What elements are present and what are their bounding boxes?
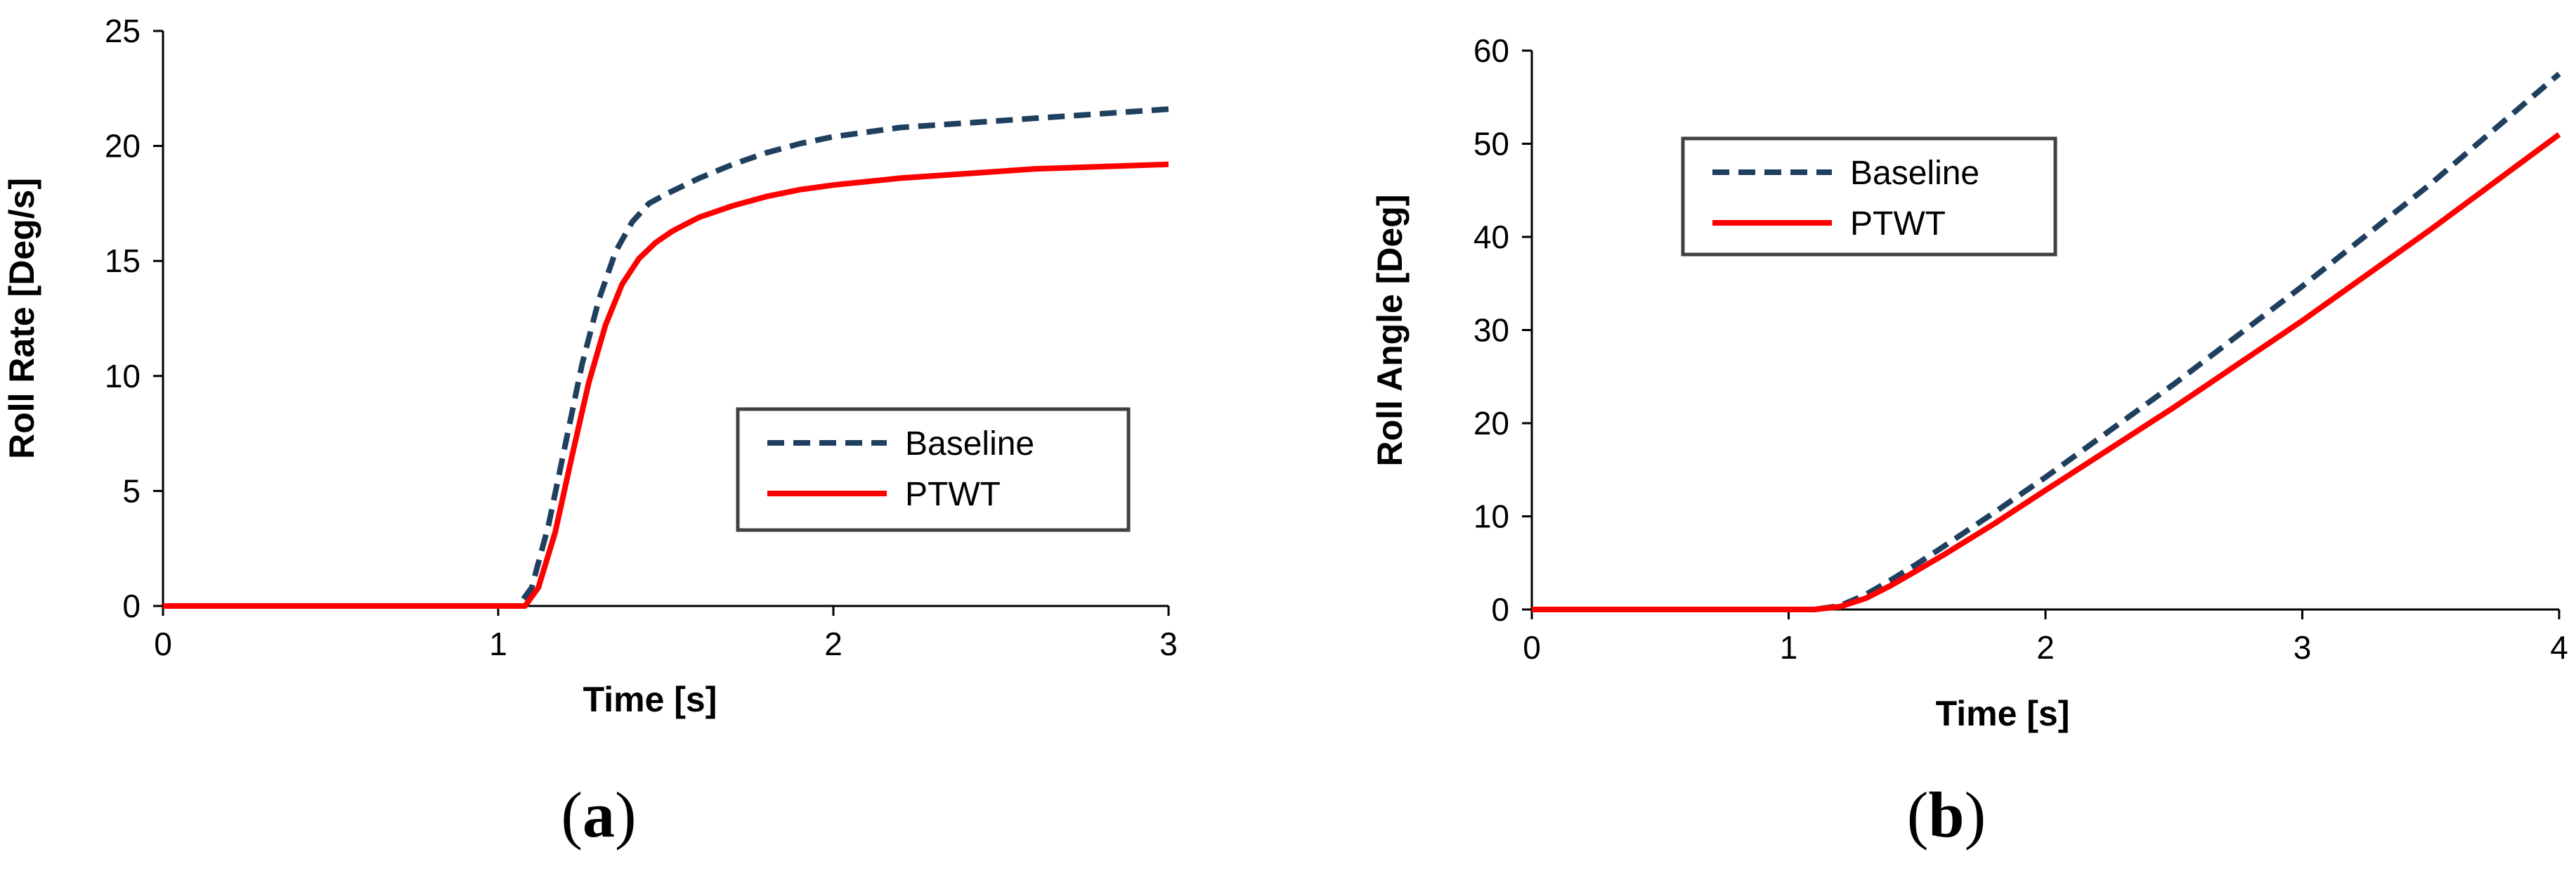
chart-b-series-line-baseline — [1532, 72, 2561, 612]
chart-a-legend-label-ptwt: PTWT — [905, 476, 1001, 513]
chart-b-y-tick-label: 60 — [1474, 32, 1509, 69]
chart-b-legend-label-ptwt: PTWT — [1850, 205, 1946, 243]
chart-b-x-tick-label: 1 — [1780, 629, 1798, 666]
chart-b-legend-box — [1681, 136, 2057, 257]
chart-b-series-line-ptwt — [1532, 132, 2561, 612]
chart-a-x-tick-label: 2 — [824, 626, 843, 662]
chart-a-y-tick-label: 20 — [105, 128, 141, 164]
chart-b-y-tick-label: 20 — [1474, 405, 1509, 441]
chart-a-y-axis-title: Roll Rate [Deg/s] — [2, 178, 41, 459]
chart-a-x-tick-label: 3 — [1159, 626, 1178, 662]
chart-a-x-tick-label: 0 — [154, 626, 172, 662]
chart-b-x-tick-label: 3 — [2294, 629, 2312, 666]
chart-a-x-axis-title: Time [s] — [583, 680, 717, 719]
chart-b-y-tick-label: 50 — [1474, 126, 1509, 162]
chart-a-series-line-ptwt — [163, 161, 1169, 609]
chart-a-legend: Baseline PTWT — [736, 407, 1131, 532]
chart-b-panel-label: (b) — [1907, 779, 1986, 851]
chart-a-roll-rate: 0 5 10 15 20 25 0 1 2 3 Time [s] Roll Rate [Deg/s] B… — [2, 13, 1178, 851]
chart-a-y-tick-label: 15 — [105, 243, 141, 279]
chart-b-x-tick-label: 4 — [2550, 629, 2568, 666]
chart-a-series-line-baseline — [163, 106, 1169, 609]
chart-a-panel-label: (a) — [561, 779, 636, 851]
chart-b-y-axis-title: Roll Angle [Deg] — [1370, 194, 1410, 466]
chart-a-y-tick-label: 10 — [105, 358, 141, 394]
chart-a-x-tick-label: 1 — [489, 626, 507, 662]
chart-a-y-tick-label: 25 — [105, 13, 141, 49]
chart-a-legend-label-baseline: Baseline — [905, 425, 1034, 463]
chart-a-y-tick-label: 5 — [122, 472, 141, 509]
chart-b-legend: Baseline PTWT — [1681, 136, 2057, 257]
chart-b-x-tick-label: 2 — [2036, 629, 2055, 666]
chart-b-y-tick-label: 0 — [1491, 591, 1509, 628]
chart-b-y-tick-label: 30 — [1474, 312, 1509, 349]
chart-a-y-tick-label: 0 — [122, 588, 141, 624]
chart-b-roll-angle: 0 10 20 30 40 50 60 0 1 2 3 4 Time [s] Roll Angle [De… — [1370, 32, 2568, 851]
chart-b-x-axis-title: Time [s] — [1936, 694, 2070, 733]
chart-b-legend-label-baseline: Baseline — [1850, 155, 1979, 192]
chart-a-legend-box — [736, 407, 1131, 532]
chart-b-x-tick-label: 0 — [1523, 629, 1541, 666]
chart-b-y-tick-label: 10 — [1474, 498, 1509, 535]
chart-b-y-tick-label: 40 — [1474, 219, 1509, 255]
